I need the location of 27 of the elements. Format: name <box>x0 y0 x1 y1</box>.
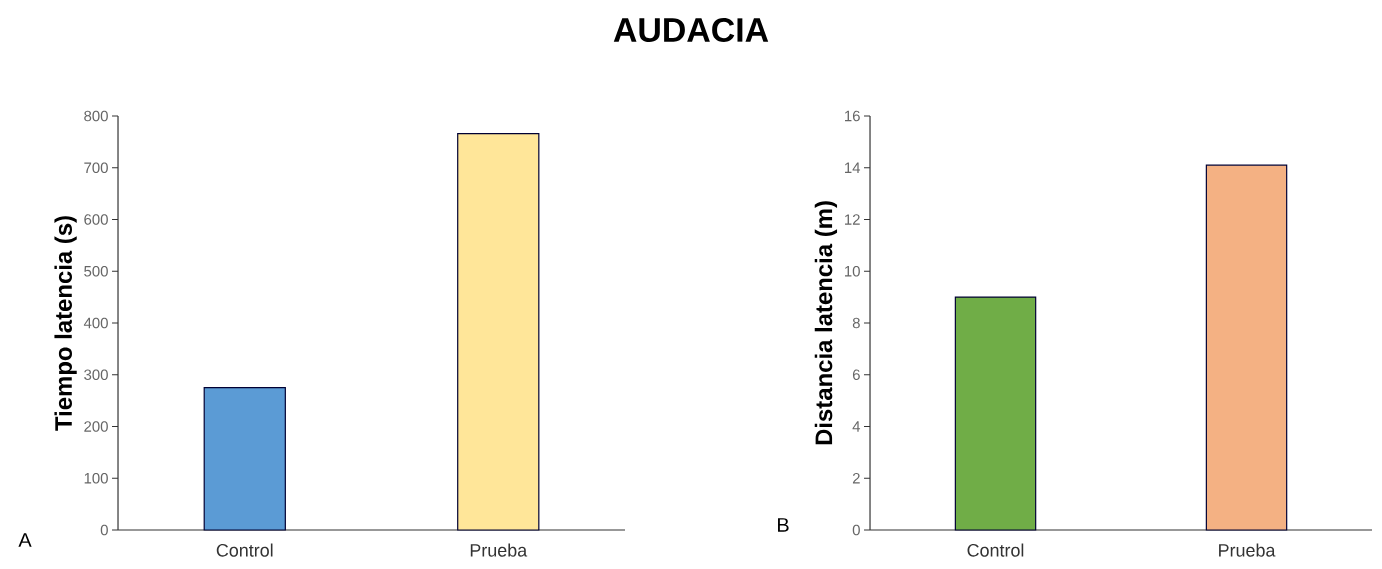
y-tick-label: 800 <box>84 110 108 122</box>
y-tick-label: 2 <box>852 473 860 484</box>
y-tick-label: 0 <box>852 524 860 536</box>
y-tick-label: 500 <box>84 265 108 277</box>
y-tick-label: 100 <box>84 472 108 484</box>
y-tick-label: 6 <box>852 369 860 381</box>
y-axis-title: Tiempo latencia (s) <box>54 216 77 431</box>
y-tick-label: 12 <box>845 214 860 225</box>
y-axis-title: Distancia latencia (m) <box>814 201 838 445</box>
text: A <box>18 533 32 547</box>
chart-title: AUDACIA <box>613 18 769 42</box>
x-tick-label: Control <box>216 543 273 557</box>
y-tick-label: 10 <box>845 265 860 277</box>
y-tick-label: 4 <box>852 421 861 432</box>
y-tick-label: 200 <box>84 421 108 432</box>
y-tick-label: 14 <box>845 162 861 173</box>
y-tick-label: 300 <box>84 369 108 381</box>
y-tick-label: 0 <box>100 524 108 536</box>
x-tick-label: Prueba <box>470 543 528 557</box>
x-tick-label: Prueba <box>1219 543 1276 557</box>
y-tick-label: 400 <box>83 317 108 329</box>
y-tick-label: 16 <box>845 110 860 122</box>
x-tick-label: Control <box>967 543 1024 557</box>
y-tick-label: 8 <box>852 317 860 329</box>
y-tick-label: 700 <box>84 162 108 174</box>
text: B <box>778 518 789 532</box>
y-tick-label: 600 <box>84 214 108 225</box>
